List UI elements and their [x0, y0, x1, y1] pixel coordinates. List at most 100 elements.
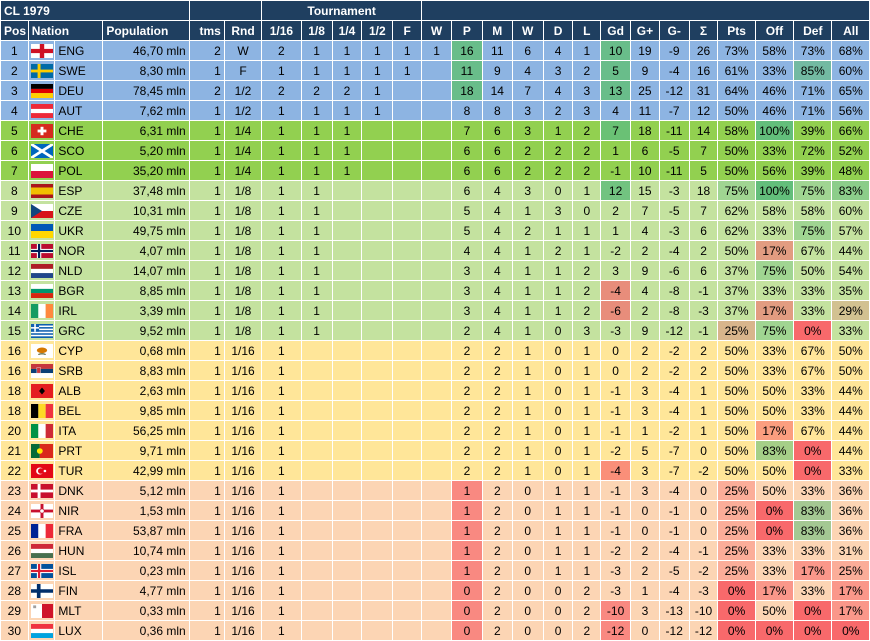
cell-population: 56,25 mln: [102, 420, 190, 441]
cell-wins: 1: [511, 460, 544, 481]
cell-tour-winner: [421, 380, 452, 401]
cell-tour-1-2: [361, 360, 394, 381]
cell-pos: 18: [0, 380, 29, 401]
cell-matches: 4: [481, 280, 513, 301]
cell-round: 1/16: [223, 480, 263, 501]
cell-goals-for: 9: [630, 60, 660, 81]
cell-tour-1-2: [361, 160, 394, 181]
cell-goals-against: -7: [658, 440, 690, 461]
cell-all-pct: 44%: [831, 400, 870, 421]
cell-tour-1-4: [331, 180, 363, 201]
col-tms: tms: [188, 20, 225, 41]
cell-all-pct: 25%: [831, 560, 870, 581]
cell-goal-diff: -1: [600, 400, 632, 421]
cell-pos: 5: [0, 120, 29, 141]
cell-population: 2,63 mln: [102, 380, 190, 401]
flag-icon-fra: [27, 520, 56, 541]
cell-tour-1-2: [361, 240, 394, 261]
cell-tour-1-8: 1: [300, 60, 333, 81]
cell-losses: 1: [572, 40, 602, 61]
cell-pts-pct: 58%: [717, 120, 756, 141]
cell-goal-diff: -1: [600, 520, 632, 541]
cell-def-pct: 71%: [793, 100, 833, 121]
cell-sigma: 16: [688, 60, 719, 81]
cell-wins: 0: [511, 480, 544, 501]
cell-points: 5: [450, 220, 483, 241]
flag-icon-sco: [27, 140, 56, 161]
cell-pos: 16: [0, 360, 29, 381]
cell-pos: 4: [0, 100, 29, 121]
cell-tour-1-4: 1: [331, 40, 363, 61]
cell-tour-1-16: 1: [261, 540, 302, 561]
cell-population: 1,53 mln: [102, 500, 190, 521]
col-w-tour: W: [421, 20, 452, 41]
cell-pts-pct: 50%: [717, 360, 756, 381]
cell-pos: 1: [0, 40, 29, 61]
col-1-2: 1/2: [361, 20, 394, 41]
cell-tour-final: [392, 80, 423, 101]
cell-tour-1-4: [331, 440, 363, 461]
cell-goal-diff: -12: [600, 620, 632, 641]
cell-wins: 1: [511, 420, 544, 441]
cell-def-pct: 0%: [793, 600, 833, 621]
cell-off-pct: 100%: [754, 120, 795, 141]
flag-icon-tur: [27, 460, 56, 481]
cell-tour-winner: [421, 100, 452, 121]
cell-tour-1-16: 1: [261, 580, 302, 601]
cell-tour-1-16: 1: [261, 260, 302, 281]
cell-tour-1-2: [361, 260, 394, 281]
cell-round: 1/8: [223, 220, 263, 241]
cell-tour-winner: [421, 180, 452, 201]
table-row: 16 CYP 0,68 mln 1 1/16 1 2 2 1 0 1 0 2 -2 2 50% 33% 67% 50…: [0, 340, 870, 361]
cell-pts-pct: 61%: [717, 60, 756, 81]
cell-matches: 2: [481, 600, 513, 621]
cell-goals-against: -9: [658, 40, 690, 61]
cell-tms: 1: [188, 200, 225, 221]
cell-wins: 1: [511, 440, 544, 461]
cell-population: 42,99 mln: [102, 460, 190, 481]
cell-nation-code: NLD: [54, 260, 104, 281]
cell-pos: 24: [0, 500, 29, 521]
cell-goals-for: 0: [630, 520, 660, 541]
cell-tour-winner: [421, 300, 452, 321]
cell-tour-1-4: [331, 260, 363, 281]
cell-draws: 0: [542, 440, 574, 461]
tournament-label: Tournament: [261, 0, 423, 21]
flag-icon-prt: [27, 440, 56, 461]
cell-tour-winner: [421, 200, 452, 221]
flag-icon-deu: [27, 80, 56, 101]
cell-tour-1-2: [361, 440, 394, 461]
cell-tour-1-8: [300, 560, 333, 581]
cell-wins: 0: [511, 520, 544, 541]
cell-sigma: 0: [688, 480, 719, 501]
cell-pos: 8: [0, 180, 29, 201]
cell-tour-1-16: 1: [261, 520, 302, 541]
cell-tour-1-16: 1: [261, 460, 302, 481]
cell-tour-1-8: [300, 500, 333, 521]
cell-sigma: -12: [688, 620, 719, 641]
cell-round: 1/4: [223, 140, 263, 161]
cell-tour-1-2: 1: [361, 40, 394, 61]
cell-points: 5: [450, 200, 483, 221]
cell-all-pct: 44%: [831, 420, 870, 441]
cell-round: F: [223, 60, 263, 81]
cell-nation-code: SCO: [54, 140, 104, 161]
cell-goal-diff: 0: [600, 360, 632, 381]
table-row: 20 ITA 56,25 mln 1 1/16 1 2 2 1 0 1 -1 1 -2 1 50% 17% 67%…: [0, 420, 870, 441]
cell-matches: 2: [481, 500, 513, 521]
cell-round: 1/16: [223, 560, 263, 581]
cell-round: 1/16: [223, 340, 263, 361]
cell-all-pct: 65%: [831, 80, 870, 101]
cell-tour-1-2: [361, 520, 394, 541]
cell-all-pct: 44%: [831, 240, 870, 261]
cell-tour-1-2: [361, 620, 394, 641]
cell-sigma: 2: [688, 240, 719, 261]
cell-goals-for: 9: [630, 320, 660, 341]
cell-tour-1-8: 1: [300, 300, 333, 321]
cell-population: 5,12 mln: [102, 480, 190, 501]
cell-all-pct: 68%: [831, 40, 870, 61]
cell-def-pct: 33%: [793, 300, 833, 321]
cell-matches: 11: [481, 40, 513, 61]
cell-wins: 0: [511, 580, 544, 601]
cell-wins: 3: [511, 120, 544, 141]
